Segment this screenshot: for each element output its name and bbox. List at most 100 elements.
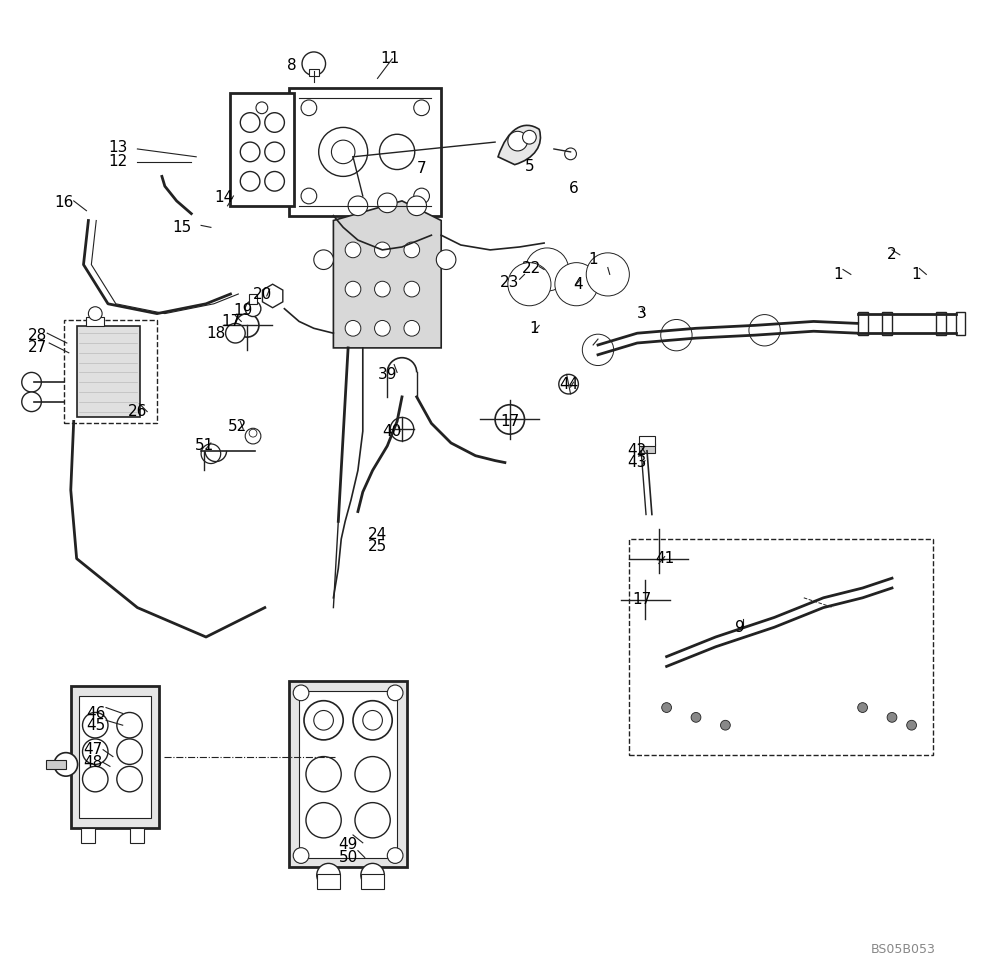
- Bar: [81, 828, 95, 843]
- Circle shape: [117, 766, 142, 792]
- Bar: [71, 686, 159, 828]
- Circle shape: [858, 703, 868, 712]
- Text: 18: 18: [206, 325, 225, 341]
- Text: 39: 39: [378, 367, 397, 382]
- Circle shape: [659, 590, 678, 610]
- Bar: [639, 443, 655, 453]
- Circle shape: [508, 263, 551, 306]
- Circle shape: [749, 315, 780, 346]
- Circle shape: [301, 188, 317, 204]
- Bar: [299, 691, 397, 858]
- Circle shape: [508, 131, 527, 151]
- Text: 4: 4: [574, 276, 583, 292]
- Circle shape: [240, 113, 260, 132]
- Circle shape: [644, 544, 673, 573]
- Circle shape: [117, 739, 142, 764]
- Text: 17: 17: [500, 414, 519, 429]
- Circle shape: [240, 172, 260, 191]
- Bar: [230, 93, 294, 206]
- Bar: [64, 320, 157, 423]
- Text: 41: 41: [655, 551, 674, 566]
- Circle shape: [361, 863, 384, 887]
- Circle shape: [662, 703, 672, 712]
- Text: 44: 44: [559, 376, 578, 392]
- Ellipse shape: [674, 626, 698, 638]
- Circle shape: [345, 320, 361, 336]
- Circle shape: [375, 242, 390, 258]
- Text: 28: 28: [28, 327, 47, 343]
- Text: 11: 11: [381, 51, 400, 67]
- Text: 25: 25: [368, 539, 387, 555]
- Circle shape: [562, 270, 591, 299]
- Circle shape: [653, 604, 676, 627]
- Circle shape: [515, 270, 544, 299]
- Text: 2: 2: [887, 247, 897, 263]
- Bar: [639, 436, 655, 446]
- Circle shape: [226, 323, 245, 343]
- Circle shape: [588, 340, 608, 360]
- Circle shape: [256, 102, 268, 114]
- Text: BS05B053: BS05B053: [871, 943, 936, 956]
- Circle shape: [404, 242, 420, 258]
- Text: 1: 1: [588, 252, 598, 268]
- Circle shape: [907, 720, 916, 730]
- Text: 52: 52: [228, 418, 247, 434]
- Bar: [309, 69, 319, 76]
- Bar: [130, 828, 144, 843]
- Text: 48: 48: [84, 755, 103, 770]
- Text: 24: 24: [368, 526, 387, 542]
- Circle shape: [249, 429, 257, 437]
- Circle shape: [825, 600, 841, 615]
- Circle shape: [293, 848, 309, 863]
- Circle shape: [436, 250, 456, 270]
- Circle shape: [265, 142, 284, 162]
- Circle shape: [314, 710, 333, 730]
- Circle shape: [525, 248, 569, 291]
- Circle shape: [22, 392, 41, 412]
- Text: 17: 17: [221, 314, 240, 329]
- Circle shape: [532, 255, 562, 284]
- Circle shape: [319, 127, 368, 176]
- Circle shape: [245, 428, 261, 444]
- Circle shape: [565, 148, 576, 160]
- Bar: [361, 874, 384, 889]
- Text: 14: 14: [214, 190, 233, 206]
- Text: 22: 22: [522, 261, 541, 276]
- Circle shape: [676, 605, 692, 620]
- Circle shape: [582, 334, 614, 366]
- Text: 12: 12: [108, 154, 127, 170]
- Bar: [79, 696, 151, 818]
- Circle shape: [375, 320, 390, 336]
- Circle shape: [240, 142, 260, 162]
- Bar: [86, 317, 104, 326]
- Text: 51: 51: [194, 438, 214, 454]
- Text: 50: 50: [338, 850, 358, 865]
- Bar: [289, 88, 441, 216]
- Circle shape: [83, 766, 108, 792]
- Circle shape: [495, 405, 524, 434]
- Circle shape: [755, 320, 774, 340]
- Circle shape: [265, 172, 284, 191]
- Circle shape: [630, 585, 660, 614]
- Text: 15: 15: [172, 220, 191, 235]
- Circle shape: [789, 583, 819, 612]
- Circle shape: [88, 307, 102, 320]
- Circle shape: [555, 263, 598, 306]
- Circle shape: [348, 196, 368, 216]
- Circle shape: [302, 52, 326, 75]
- Bar: [858, 312, 868, 335]
- Circle shape: [719, 604, 742, 627]
- Bar: [629, 539, 933, 755]
- Circle shape: [523, 130, 536, 144]
- Text: 5: 5: [525, 159, 534, 174]
- Text: 6: 6: [569, 180, 578, 196]
- Circle shape: [689, 618, 703, 632]
- Circle shape: [317, 863, 340, 887]
- Circle shape: [691, 712, 701, 722]
- Circle shape: [667, 325, 686, 345]
- Text: 1: 1: [529, 320, 539, 336]
- Circle shape: [887, 712, 897, 722]
- Text: 42: 42: [628, 443, 647, 459]
- Circle shape: [83, 739, 108, 764]
- Circle shape: [265, 113, 284, 132]
